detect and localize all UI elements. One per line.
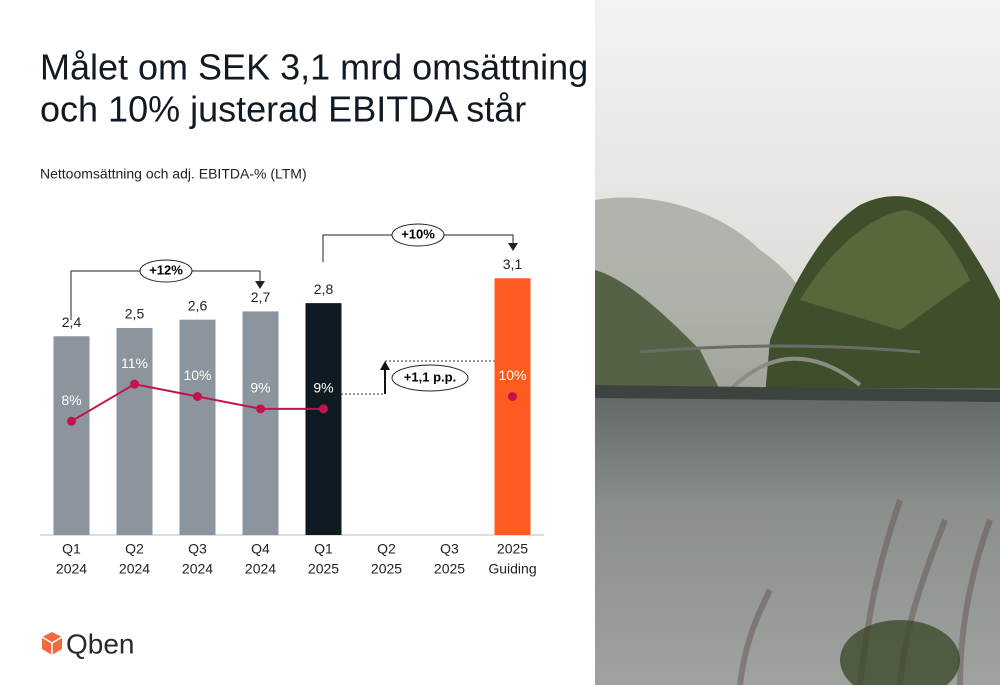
bar (53, 336, 90, 535)
title-line: och 10% justerad EBITDA står (40, 89, 526, 130)
annotation: +1,1 p.p. (404, 369, 456, 384)
x-tick-label: Q4 (251, 541, 270, 557)
line-value-label: 10% (183, 367, 211, 383)
line-value-label: 10% (498, 367, 526, 383)
x-tick-label: Q3 (440, 541, 459, 557)
line-point (67, 416, 76, 426)
annotation: +10% (401, 226, 435, 241)
x-tick-label: 2024 (119, 561, 150, 577)
bar-value-label: 2,4 (62, 314, 82, 330)
arrow (508, 243, 518, 251)
line-point (319, 404, 328, 414)
bar (242, 311, 279, 535)
x-tick-label: 2024 (245, 561, 276, 577)
logo-text: Qben (66, 628, 135, 659)
line-point (508, 392, 517, 401)
annotation-bubble (391, 223, 445, 247)
x-tick-label: Q3 (188, 541, 207, 557)
x-tick-label: 2025 (308, 561, 339, 577)
bar (494, 278, 531, 535)
x-tick-label: 2025 (497, 541, 528, 557)
x-tick-label: Q1 (62, 541, 81, 557)
title-line: Målet om SEK 3,1 mrd omsättning (40, 47, 588, 88)
logo: Qben (41, 628, 135, 659)
bar-value-label: 3,1 (503, 256, 523, 272)
x-tick-label: 2024 (182, 561, 213, 577)
bar (305, 303, 342, 535)
dotted-line (341, 360, 513, 395)
arrow (255, 281, 265, 289)
bar-value-label: 2,7 (251, 289, 271, 305)
photo (595, 0, 1000, 685)
subtitle: Nettoomsättning och adj. EBITDA-% (LTM) (40, 166, 307, 182)
bar (179, 319, 216, 535)
bar-value-label: 2,6 (188, 297, 208, 313)
line-value-label: 9% (313, 380, 333, 396)
annotation-bubble (391, 364, 469, 392)
x-tick-label: 2025 (434, 561, 465, 577)
line-point (256, 404, 265, 414)
x-tick-label: 2025 (371, 561, 402, 577)
line-value-label: 8% (61, 392, 81, 408)
x-tick-label: Q2 (377, 541, 396, 557)
annotation: +12% (149, 262, 183, 277)
line-point (130, 379, 139, 389)
line-value-label: 9% (250, 380, 270, 396)
bar-value-label: 2,8 (314, 281, 334, 297)
line-value-label: 11% (121, 355, 148, 371)
x-tick-label: Q2 (125, 541, 144, 557)
bar (116, 327, 153, 535)
x-tick-label: Q1 (314, 541, 333, 557)
x-tick-label: Guiding (488, 561, 536, 577)
arrow (380, 361, 390, 370)
annotations: +12% +10% +1,1 p.p. (70, 223, 518, 395)
line-point (193, 392, 202, 401)
annotation-bubble (139, 259, 193, 283)
bar-value-label: 2,5 (125, 306, 145, 322)
x-tick-label: 2024 (56, 561, 87, 577)
